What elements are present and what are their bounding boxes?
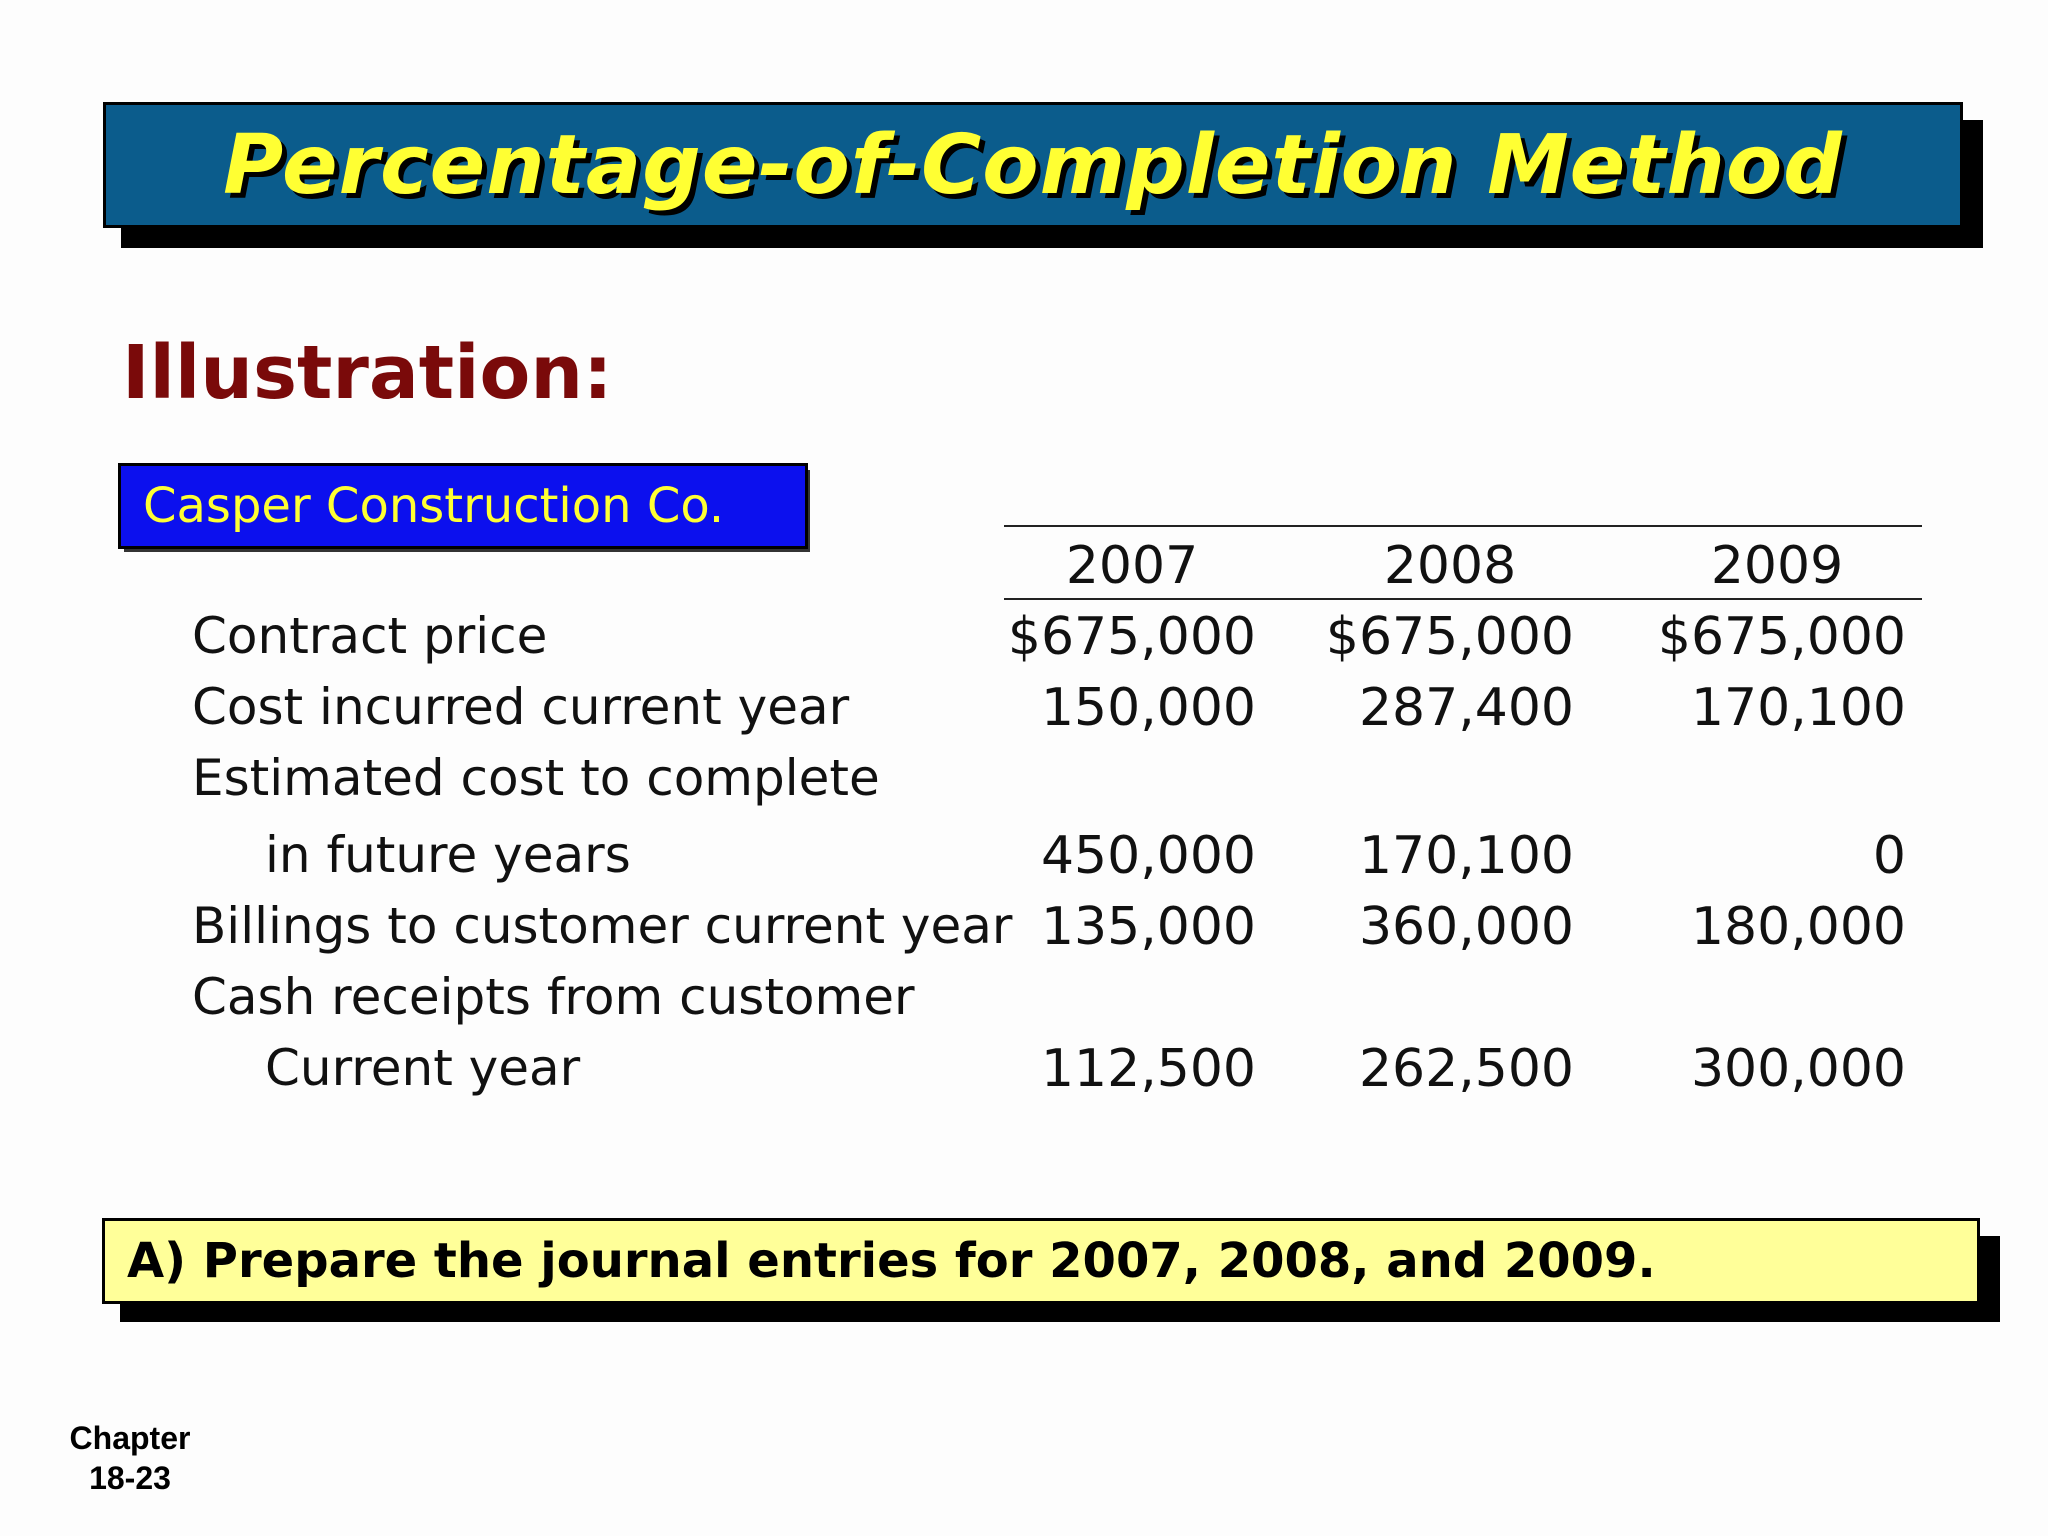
table-cell: 112,500: [1040, 1039, 1256, 1099]
table-cell: 170,100: [1358, 826, 1574, 886]
company-name: Casper Construction Co.: [143, 478, 725, 534]
row-label: Contract price: [192, 607, 548, 665]
year-header: 2008: [1383, 536, 1517, 596]
table-cell: $675,000: [1325, 607, 1574, 667]
row-label: Current year: [265, 1039, 581, 1097]
page-number: 18-23: [89, 1460, 171, 1496]
table-cell: 300,000: [1690, 1039, 1906, 1099]
question-text: A) Prepare the journal entries for 2007,…: [127, 1233, 1656, 1289]
chapter-footer: Chapter 18-23: [50, 1418, 210, 1498]
table-top-rule: [1004, 525, 1922, 527]
row-label: Cost incurred current year: [192, 678, 850, 736]
table-cell: $675,000: [1657, 607, 1906, 667]
table-cell: 360,000: [1358, 897, 1574, 957]
company-box: Casper Construction Co.: [118, 463, 808, 549]
table-cell: $675,000: [1007, 607, 1256, 667]
chapter-label: Chapter: [69, 1420, 191, 1456]
slide-title: Percentage-of-Completion Method: [223, 117, 1843, 213]
table-cell: 0: [1872, 826, 1906, 886]
year-header: 2009: [1710, 536, 1844, 596]
title-banner: Percentage-of-Completion Method: [103, 102, 1963, 228]
row-label: in future years: [265, 826, 631, 884]
row-label: Billings to customer current year: [192, 897, 1013, 955]
row-label: Estimated cost to complete: [192, 749, 880, 807]
table-cell: 450,000: [1040, 826, 1256, 886]
year-header: 2007: [1065, 536, 1199, 596]
question-box: A) Prepare the journal entries for 2007,…: [102, 1218, 1980, 1304]
table-cell: 135,000: [1040, 897, 1256, 957]
table-cell: 287,400: [1358, 678, 1574, 738]
table-cell: 170,100: [1690, 678, 1906, 738]
row-label: Cash receipts from customer: [192, 968, 915, 1026]
table-cell: 180,000: [1690, 897, 1906, 957]
section-heading: Illustration:: [122, 330, 613, 416]
table-cell: 262,500: [1358, 1039, 1574, 1099]
table-header-rule: [1004, 598, 1922, 600]
table-cell: 150,000: [1040, 678, 1256, 738]
